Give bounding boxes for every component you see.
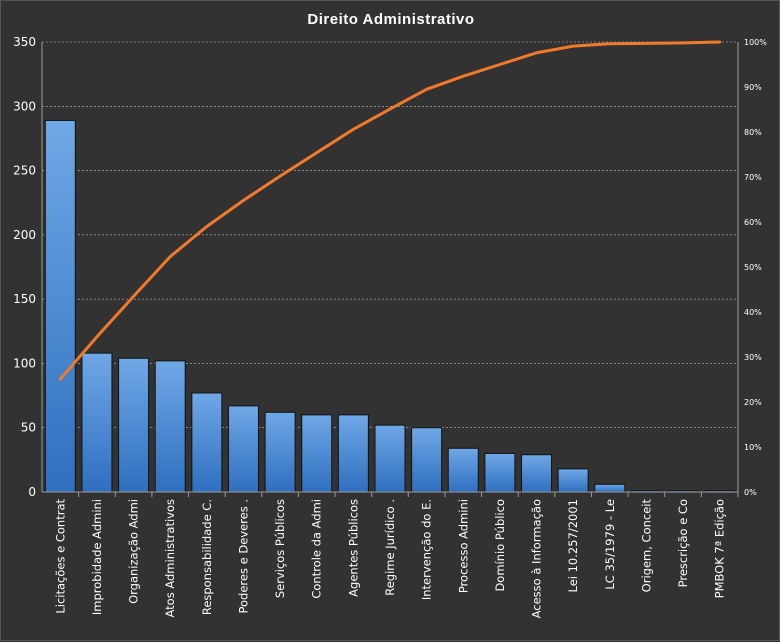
y-tick-label: 100 [13, 356, 36, 370]
y2-tick-label: 20% [744, 398, 762, 407]
y-tick-label: 0 [28, 485, 36, 499]
bar [557, 468, 589, 493]
y-tick-label: 150 [13, 292, 36, 306]
y2-tick-label: 30% [744, 353, 762, 362]
bar [301, 414, 333, 493]
x-tick-label: Processo Admini [456, 499, 470, 593]
x-tick-label: Prescrição e Co [676, 499, 690, 587]
bar [411, 427, 443, 493]
bars [42, 119, 738, 493]
x-tick-label: Poderes e Deveres . [237, 499, 251, 614]
x-tick-label: Controle da Admi [310, 499, 324, 599]
cumulative-line [58, 40, 722, 381]
bar [521, 454, 553, 493]
bar [374, 424, 406, 493]
chart-title: Direito Administrativo [307, 11, 474, 28]
x-tick-label: LC 35/1979 - Le [603, 499, 617, 590]
y2-tick-label: 70% [744, 173, 762, 182]
x-tick-label: Serviços Públicos [273, 499, 287, 598]
secondary-y-axis: 0% 10% 20% 30% 40% 50% 60% 70% 80% 90% 100% [737, 38, 767, 497]
bar [447, 447, 479, 493]
x-tick-label: Intervenção do E. [420, 499, 434, 600]
x-tick-label: Origem, Conceit [639, 499, 653, 593]
primary-y-axis: 0 50 100 150 200 250 300 350 [13, 35, 43, 499]
x-tick-label: Atos Administrativos [163, 499, 177, 618]
bar [484, 452, 516, 493]
bar [154, 360, 186, 493]
y2-tick-label: 50% [744, 263, 762, 272]
x-tick-label: Improbidade Admini [90, 499, 104, 615]
cumulative-percent-line [58, 40, 722, 381]
x-tick-label: PMBOK 7ª Edição [713, 499, 727, 598]
y2-tick-label: 90% [744, 83, 762, 92]
y-tick-label: 50 [21, 421, 36, 435]
x-tick-label: Domínio Público [493, 499, 507, 592]
bar [227, 405, 259, 493]
bar [44, 119, 76, 493]
y2-tick-label: 80% [744, 128, 762, 137]
bar [191, 392, 223, 493]
bar [118, 357, 150, 493]
x-tick-label: Lei 10.257/2001 [566, 499, 580, 593]
x-tick-label: Responsabilidade C. [200, 499, 214, 615]
x-tick-label: Regime Jurídico . [383, 499, 397, 596]
x-tick-label: Acesso à Informação [530, 499, 544, 618]
bar [264, 411, 296, 493]
y2-tick-label: 40% [744, 308, 762, 317]
x-tick-label: Licitações e Contrat [53, 499, 67, 614]
bar [337, 414, 369, 493]
y2-tick-label: 100% [744, 38, 767, 47]
y-tick-label: 300 [13, 99, 36, 113]
y-tick-label: 200 [13, 228, 36, 242]
bar [81, 352, 113, 493]
bar [594, 483, 626, 493]
x-tick-label: Agentes Públicos [346, 499, 360, 597]
y-tick-label: 350 [13, 35, 36, 49]
x-axis: Licitações e Contrat Improbidade Admini Or… [53, 492, 739, 618]
y2-tick-label: 60% [744, 218, 762, 227]
y2-tick-label: 0% [744, 488, 757, 497]
y2-tick-label: 10% [744, 443, 762, 452]
x-tick-label: Organização Admi [127, 499, 141, 604]
y-tick-label: 250 [13, 164, 36, 178]
